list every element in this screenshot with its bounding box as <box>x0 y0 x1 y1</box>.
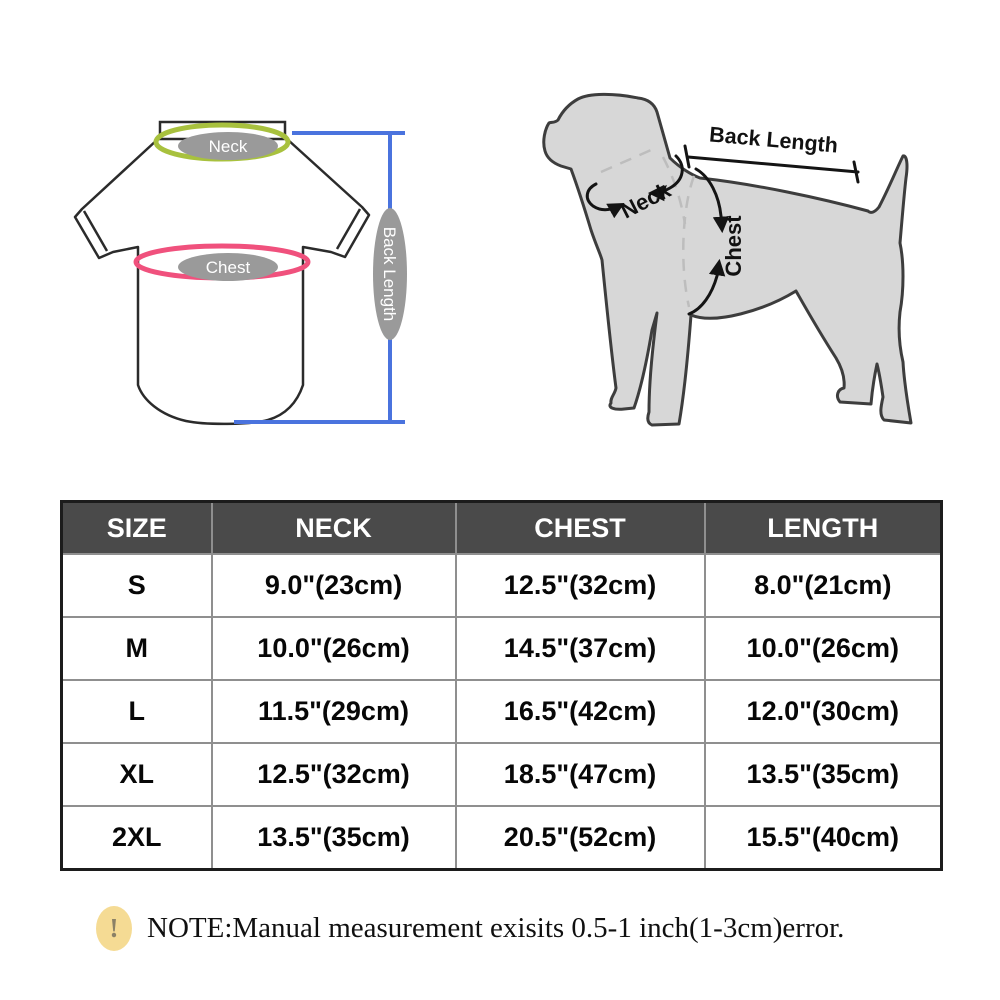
measurement-diagram: Neck Chest Back Length <box>73 92 913 427</box>
shirt-cuff-seams <box>82 208 362 252</box>
shirt-back-length-bubble <box>373 208 407 340</box>
table-row: L 11.5"(29cm) 16.5"(42cm) 12.0"(30cm) <box>60 679 943 744</box>
table-row: XL 12.5"(32cm) 18.5"(47cm) 13.5"(35cm) <box>60 742 943 807</box>
shirt-back-length-label: Back Length <box>380 227 399 322</box>
table-header-row: SIZE NECK CHEST LENGTH <box>60 500 943 555</box>
cell-chest: 20.5"(52cm) <box>454 805 706 871</box>
col-header-chest: CHEST <box>454 500 706 555</box>
cell-size: 2XL <box>60 805 213 871</box>
size-table: SIZE NECK CHEST LENGTH S 9.0"(23cm) 12.5… <box>60 500 943 871</box>
cell-size: S <box>60 553 213 618</box>
dog-diagram: Back Length Neck Chest <box>542 92 913 427</box>
cell-size: XL <box>60 742 213 807</box>
col-header-length: LENGTH <box>703 500 943 555</box>
note-text: NOTE:Manual measurement exisits 0.5-1 in… <box>147 912 845 944</box>
measurement-note: ! NOTE:Manual measurement exisits 0.5-1 … <box>96 906 844 951</box>
dog-back-length-line <box>683 144 860 184</box>
col-header-neck: NECK <box>210 500 457 555</box>
table-row: S 9.0"(23cm) 12.5"(32cm) 8.0"(21cm) <box>60 553 943 618</box>
cell-length: 15.5"(40cm) <box>703 805 943 871</box>
dog-chest-label: Chest <box>721 215 746 277</box>
cell-size: M <box>60 616 213 681</box>
dog-dashed-guides <box>600 148 696 308</box>
cell-neck: 12.5"(32cm) <box>210 742 457 807</box>
dog-chest-arrows <box>687 167 730 316</box>
shirt-diagram: Neck Chest Back Length <box>73 120 407 426</box>
cell-length: 13.5"(35cm) <box>703 742 943 807</box>
cell-size: L <box>60 679 213 744</box>
dog-silhouette <box>542 92 913 427</box>
table-row: M 10.0"(26cm) 14.5"(37cm) 10.0"(26cm) <box>60 616 943 681</box>
exclamation-icon: ! <box>96 906 132 951</box>
cell-neck: 10.0"(26cm) <box>210 616 457 681</box>
cell-chest: 14.5"(37cm) <box>454 616 706 681</box>
cell-chest: 16.5"(42cm) <box>454 679 706 744</box>
shirt-outline <box>73 137 371 426</box>
cell-length: 12.0"(30cm) <box>703 679 943 744</box>
cell-length: 10.0"(26cm) <box>703 616 943 681</box>
shirt-neck-label: Neck <box>209 137 248 156</box>
dog-neck-arrows <box>585 154 684 219</box>
shirt-neck-label-bubble <box>178 132 278 160</box>
cell-chest: 18.5"(47cm) <box>454 742 706 807</box>
cell-neck: 11.5"(29cm) <box>210 679 457 744</box>
shirt-chest-label: Chest <box>206 258 251 277</box>
cell-neck: 13.5"(35cm) <box>210 805 457 871</box>
shirt-chest-label-bubble <box>178 253 278 281</box>
cell-length: 8.0"(21cm) <box>703 553 943 618</box>
table-row: 2XL 13.5"(35cm) 20.5"(52cm) 15.5"(40cm) <box>60 805 943 871</box>
col-header-size: SIZE <box>60 500 213 555</box>
cell-chest: 12.5"(32cm) <box>454 553 706 618</box>
cell-neck: 9.0"(23cm) <box>210 553 457 618</box>
dog-back-length-label: Back Length <box>708 122 839 157</box>
